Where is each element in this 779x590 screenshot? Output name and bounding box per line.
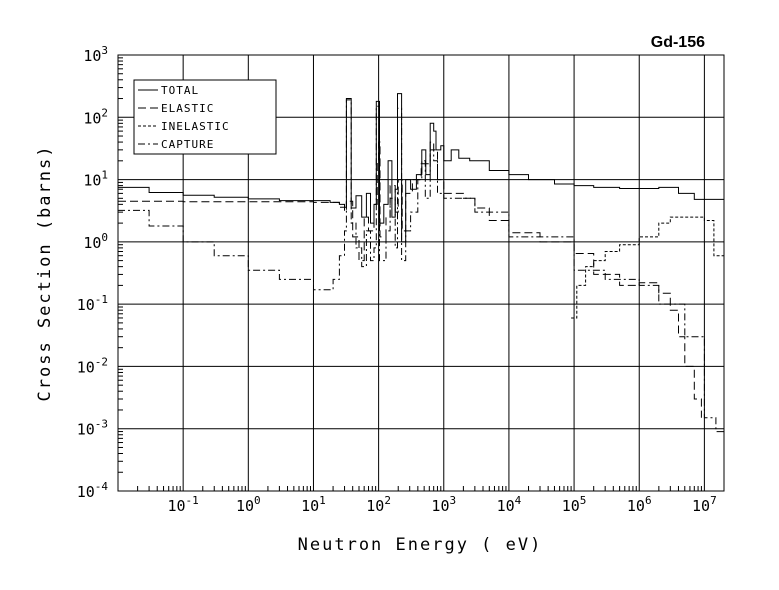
tick-labels: 10-1 100 101 102 103 104 105 106 107 103 102 101 100…: [77, 44, 717, 515]
x-tick-label: 101: [301, 494, 326, 515]
x-tick-label: 10-1: [167, 494, 198, 515]
chart-title: Gd-156: [651, 34, 705, 51]
x-axis-label: Neutron Energy ( eV): [298, 535, 543, 555]
legend-box: [133, 79, 277, 155]
legend-label-capture: CAPTURE: [161, 138, 214, 151]
x-tick-label: 106: [627, 494, 652, 515]
x-tick-label: 103: [431, 494, 456, 515]
series-line-elastic: [118, 141, 702, 418]
x-tick-label: 100: [236, 494, 261, 515]
x-tick-label: 102: [366, 494, 391, 515]
x-tick-label: 107: [692, 494, 717, 515]
y-tick-label: 101: [83, 169, 108, 190]
y-tick-label: 102: [83, 106, 108, 127]
legend-label-elastic: ELASTIC: [161, 102, 214, 115]
y-axis-label: Cross Section (barns): [35, 145, 55, 402]
y-tick-label: 10-2: [77, 355, 108, 376]
series-line-capture: [118, 99, 725, 433]
legend-label-inelastic: INELASTIC: [161, 120, 230, 133]
legend-label-total: TOTAL: [161, 84, 199, 97]
y-tick-label: 10-3: [77, 418, 108, 439]
y-tick-label: 100: [83, 231, 108, 252]
series-line-inelastic: [571, 216, 725, 319]
series-line-total: [118, 93, 725, 243]
y-tick-label: 103: [83, 44, 108, 65]
y-tick-label: 10-1: [77, 293, 108, 314]
x-tick-label: 104: [497, 494, 522, 515]
y-tick-label: 10-4: [77, 480, 109, 501]
legend: TOTAL ELASTIC INELASTIC CAPTURE: [133, 79, 277, 155]
series-group: [118, 93, 725, 433]
x-tick-label: 105: [562, 494, 587, 515]
